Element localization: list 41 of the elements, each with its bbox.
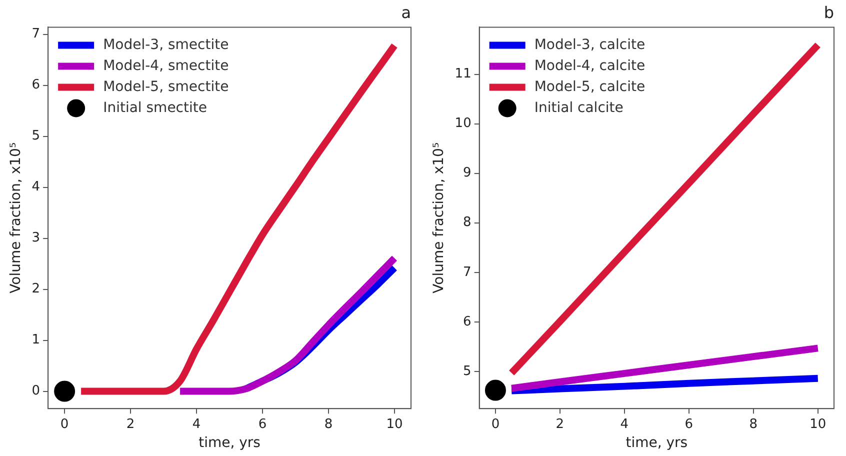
y-axis-title: Volume fraction, x10⁵ [431, 142, 448, 294]
y-tick-label: 5 [463, 364, 472, 379]
y-tick-label: 7 [463, 264, 472, 280]
x-tick-label: 4 [620, 416, 629, 432]
legend-label: Initial smectite [103, 100, 207, 116]
y-tick-label: 1 [32, 332, 40, 348]
x-tick-label: 10 [810, 416, 826, 432]
legend-label: Initial calcite [534, 100, 624, 116]
y-tick-label: 4 [32, 180, 40, 195]
x-axis-title: time, yrs [198, 435, 260, 452]
x-tick-label: 0 [491, 416, 500, 432]
x-tick-label: 4 [192, 416, 201, 432]
y-tick-label: 7 [32, 26, 40, 42]
legend-label: Model-4, calcite [534, 58, 646, 74]
x-tick-label: 2 [126, 416, 135, 432]
x-axis-title: time, yrs [626, 435, 688, 452]
x-tick-label: 8 [749, 416, 758, 432]
y-tick-label: 8 [463, 215, 472, 230]
legend-label: Model-5, smectite [103, 78, 229, 95]
x-tick-label: 2 [556, 416, 564, 432]
y-tick-label: 5 [32, 128, 40, 144]
y-axis-title: Volume fraction, x10⁵ [8, 142, 24, 294]
y-tick-label: 11 [454, 66, 472, 82]
x-tick-label: 10 [386, 416, 403, 432]
y-tick-label: 9 [463, 166, 472, 181]
legend-label: Model-4, smectite [103, 58, 229, 74]
chart-title: a [401, 2, 411, 22]
y-tick-label: 6 [32, 78, 40, 93]
y-tick-label: 0 [32, 384, 40, 399]
y-tick-label: 3 [32, 230, 40, 246]
x-tick-label: 6 [684, 416, 694, 432]
x-tick-label: 6 [258, 416, 267, 432]
legend-label: Model-5, calcite [534, 78, 646, 95]
legend-label: Model-3, calcite [534, 36, 646, 53]
legend-label: Model-3, smectite [103, 36, 229, 53]
y-tick-label: 10 [454, 116, 472, 132]
x-tick-label: 8 [324, 416, 333, 432]
y-tick-label: 6 [463, 314, 472, 330]
x-tick-label: 0 [60, 416, 69, 432]
chart-title: b [824, 2, 834, 22]
y-tick-label: 2 [32, 282, 40, 297]
